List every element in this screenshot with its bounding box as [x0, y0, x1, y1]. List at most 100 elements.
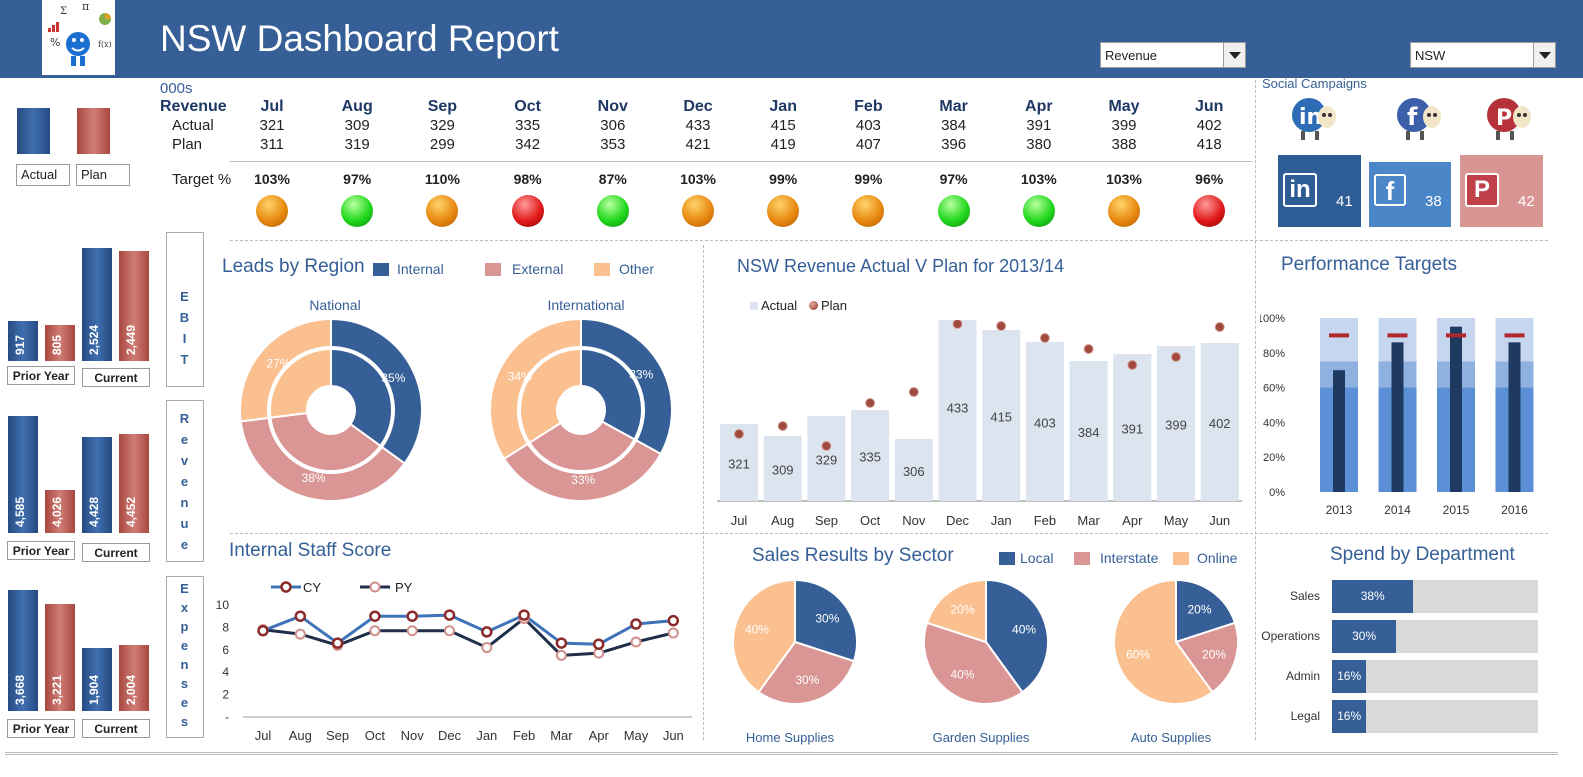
pinterest-tile[interactable]: P 42	[1460, 155, 1543, 227]
x-tick-label: Sep	[326, 728, 349, 743]
plan-cell: 299	[429, 136, 455, 153]
target-row-label: Target %	[172, 171, 232, 188]
bar-value-label: 321	[728, 457, 750, 472]
spend-fill-bar: 38%	[1332, 580, 1414, 613]
revenue-side-label: Revenue	[166, 400, 204, 562]
plan-cell: 380	[1026, 136, 1052, 153]
revenue-row-header: Revenue	[160, 98, 227, 115]
pie-slice	[1174, 621, 1239, 694]
month-header: Jan	[769, 98, 797, 115]
legend-other-label: Other	[619, 261, 655, 277]
target-marker	[1387, 333, 1408, 338]
social-title: Social Campaigns	[1262, 76, 1367, 91]
chevron-down-icon[interactable]	[1533, 43, 1555, 67]
status-indicator	[426, 195, 459, 227]
py-marker	[630, 636, 642, 648]
y-tick-label: 20%	[1263, 452, 1285, 464]
x-tick-label: Jan	[991, 513, 1012, 528]
facebook-tile[interactable]: f 38	[1369, 162, 1451, 227]
x-tick-label: Aug	[289, 728, 312, 743]
py-marker	[406, 625, 418, 637]
plan-marker	[1039, 333, 1050, 343]
actual-cell: 384	[941, 117, 967, 134]
logo-percent: %	[50, 36, 60, 49]
month-header: Jul	[260, 98, 284, 115]
actual-cell: 402	[1196, 117, 1222, 134]
divider	[1255, 80, 1256, 740]
legend-external-swatch	[485, 263, 501, 276]
actual-bar	[1069, 361, 1108, 501]
legend-local-label: Local	[1020, 550, 1054, 566]
actual-cell: 391	[1026, 117, 1052, 134]
plan-cell: 419	[770, 136, 796, 153]
bar-value-label: 415	[990, 410, 1012, 425]
bar-value-label: 309	[772, 463, 794, 478]
slice-label: 40%	[745, 623, 769, 637]
legend-plan-swatch	[77, 108, 110, 154]
donut-inner-slice	[528, 420, 636, 472]
pie-caption: Auto Supplies	[1131, 730, 1212, 745]
target-marker	[1504, 333, 1525, 338]
cy-line	[262, 613, 674, 646]
plan-row-label: Plan	[172, 136, 203, 153]
prior-year-label: Prior Year	[7, 366, 75, 385]
legend-cy-label: CY	[303, 580, 321, 595]
month-header: Aug	[341, 98, 373, 115]
x-tick-label: Feb	[1034, 513, 1056, 528]
region-dropdown[interactable]: NSW	[1410, 42, 1556, 68]
y-tick-label: 60%	[1263, 383, 1285, 395]
cy-marker	[592, 638, 605, 650]
x-tick-label: Jun	[663, 728, 684, 743]
measure-dropdown[interactable]: Revenue	[1100, 42, 1246, 68]
chevron-down-icon[interactable]	[1223, 43, 1245, 67]
x-tick-label: Dec	[438, 728, 462, 743]
actual-cell: 329	[429, 117, 455, 134]
target-marker	[1329, 333, 1349, 338]
cy-marker	[555, 637, 568, 649]
month-header: Jun	[1194, 98, 1224, 115]
plan-marker	[1083, 344, 1094, 354]
prior-plan-bar: 805	[45, 325, 75, 361]
plan-cell: 407	[855, 136, 881, 153]
legend-py-label: PY	[395, 580, 413, 595]
facebook-sheep-icon: f	[1397, 98, 1441, 140]
y-tick-label: 10	[216, 598, 230, 612]
pie-slice	[794, 580, 858, 663]
pie-slice	[239, 416, 407, 502]
spend-fill-bar: 16%	[1332, 660, 1367, 693]
spend-track	[1332, 660, 1538, 693]
actual-bar	[851, 410, 890, 501]
cy-marker	[294, 610, 307, 622]
bar-value-label: 335	[859, 450, 881, 465]
expenses-side-label: Expenses	[166, 576, 204, 738]
plan-marker	[908, 387, 919, 397]
slice-label: 38%	[302, 471, 326, 485]
linkedin-tile[interactable]: in 41	[1278, 155, 1361, 227]
donut-inner-slice	[269, 411, 382, 472]
month-header: Mar	[939, 98, 968, 115]
y-tick-label: 4	[222, 665, 229, 679]
plan-cell: 319	[344, 136, 370, 153]
legend-plan-label: Plan	[821, 298, 848, 313]
slice-label: 35%	[381, 371, 405, 385]
plan-marker	[996, 321, 1007, 331]
current-plan-bar: 2,004	[119, 645, 149, 711]
actual-bar	[1508, 342, 1521, 492]
month-header: Sep	[427, 98, 458, 115]
x-tick-label: Aug	[771, 513, 794, 528]
staff-title: Internal Staff Score	[229, 540, 392, 561]
plan-marker	[865, 398, 876, 408]
month-header: Feb	[854, 98, 883, 115]
plan-cell: 396	[941, 136, 967, 153]
bar-value-label: 391	[1121, 422, 1143, 437]
linkedin-count: 41	[1336, 193, 1353, 210]
target-pct-cell: 103%	[254, 171, 290, 187]
legend-online-label: Online	[1197, 550, 1238, 566]
y-tick-label: 6	[222, 643, 229, 657]
actual-cell: 309	[344, 117, 370, 134]
cy-marker	[667, 614, 680, 627]
sales-title: Sales Results by Sector	[752, 545, 954, 566]
legend-actual-label: Actual	[761, 298, 798, 313]
spend-title: Spend by Department	[1330, 544, 1515, 565]
month-header: May	[1108, 98, 1140, 115]
